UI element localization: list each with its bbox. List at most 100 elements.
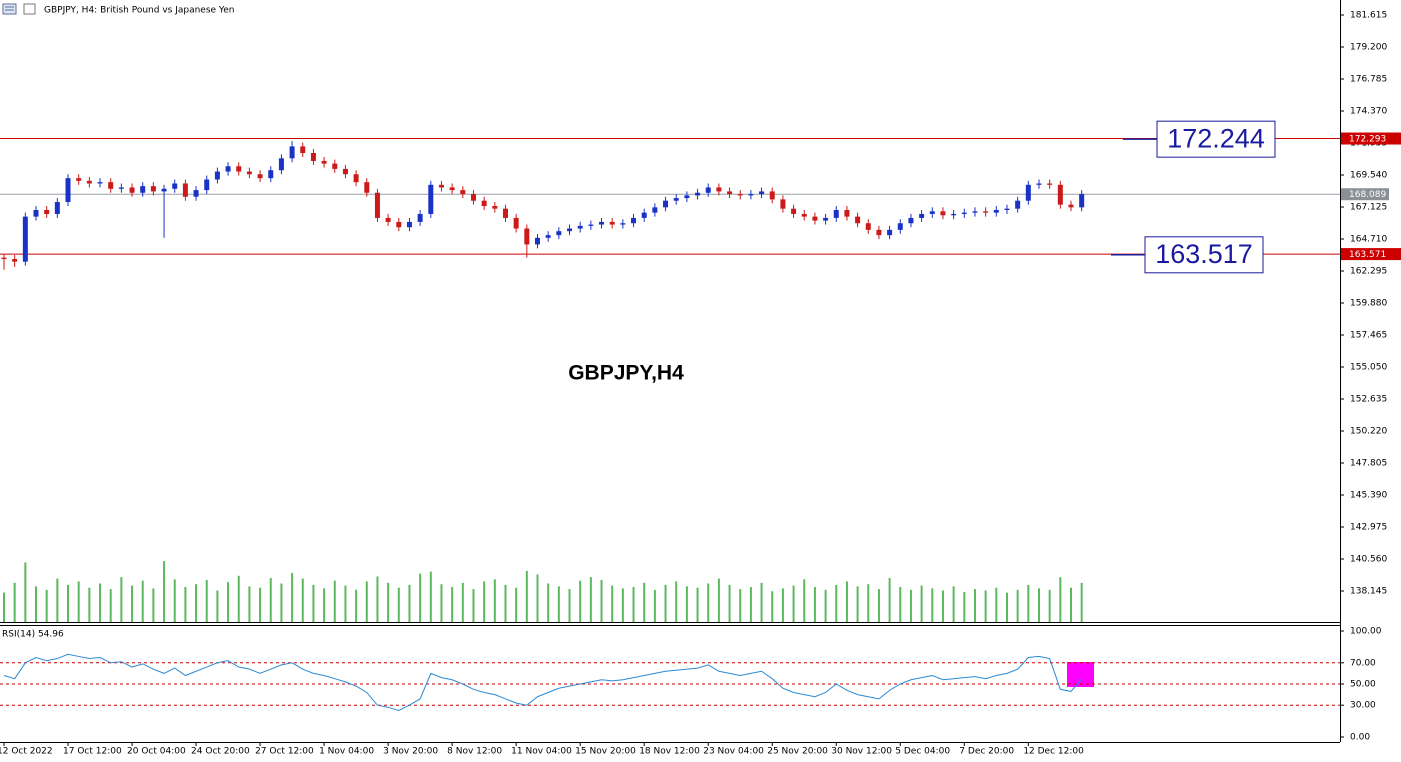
candle-body	[332, 163, 338, 169]
volume-bar	[1070, 587, 1072, 622]
candle-body	[705, 187, 711, 193]
candle-body	[300, 146, 306, 154]
candle-body	[673, 198, 679, 201]
volume-bar	[525, 570, 528, 622]
volume-bar	[483, 581, 486, 622]
candle-body	[1036, 183, 1042, 185]
x-tick-label: 1 Nov 04:00	[319, 747, 374, 757]
level-price-box	[1341, 248, 1401, 261]
volume-bar	[835, 584, 838, 622]
volume-bar	[312, 584, 315, 622]
candle-body	[289, 146, 295, 159]
candle-body	[33, 209, 39, 217]
candle-body	[118, 187, 124, 189]
volume-bar	[909, 589, 912, 622]
volume-bar	[984, 590, 987, 622]
x-tick-label: 15 Nov 20:00	[575, 747, 636, 757]
candle-body	[780, 199, 786, 209]
candle-body	[86, 180, 92, 184]
candle-body	[631, 217, 637, 224]
volume-bar	[35, 586, 38, 622]
candle-body	[577, 225, 583, 229]
candle-body	[609, 221, 615, 225]
candle-body	[374, 192, 380, 218]
y-tick-label: 179.200	[1350, 43, 1387, 53]
volume-bar	[717, 578, 720, 622]
candle-body	[97, 182, 103, 184]
candle-body	[161, 188, 167, 192]
volume-bar	[739, 589, 742, 622]
volume-bar	[45, 589, 48, 622]
candle-body	[823, 217, 829, 221]
volume-bar	[803, 579, 806, 622]
volume-bar	[429, 571, 432, 622]
candle-body	[588, 224, 594, 226]
volume-bar	[632, 587, 635, 622]
volume-bar	[685, 586, 688, 622]
candle-body	[1, 257, 7, 260]
symbol-header: GBPJPY, H4: British Pound vs Japanese Ye…	[44, 6, 234, 16]
volume-bar	[67, 584, 70, 622]
volume-bar	[248, 586, 251, 622]
last-price-box	[1341, 188, 1389, 201]
candle-body	[140, 186, 146, 193]
rsi-tick-label: 100.00	[1350, 626, 1382, 636]
volume-bar	[152, 588, 155, 622]
volume-bar	[3, 592, 5, 622]
volume-bar	[995, 587, 998, 622]
candle-body	[1004, 208, 1010, 210]
candle-body	[929, 211, 935, 214]
rsi-line	[3, 653, 1083, 712]
candle-body	[417, 213, 423, 222]
candle-body	[342, 168, 348, 175]
candle-body	[833, 209, 839, 218]
volume-bar	[792, 585, 795, 622]
volume-bar	[120, 577, 123, 622]
candle-body	[812, 216, 818, 221]
candle-body	[1047, 183, 1053, 185]
volume-bar	[259, 587, 262, 622]
volume-bar	[664, 584, 667, 622]
volume-bar	[205, 580, 208, 622]
volume-bar	[163, 561, 166, 622]
volume-bar	[888, 577, 891, 622]
candle-body	[908, 217, 914, 224]
candle-body	[716, 187, 722, 192]
volume-bar	[13, 582, 16, 622]
candle-body	[214, 171, 220, 180]
candle-body	[54, 202, 60, 214]
candle-body	[460, 190, 466, 195]
volume-bar	[195, 584, 198, 622]
volume-bar	[579, 580, 582, 622]
rsi-label: RSI(14) 54.96	[2, 630, 64, 640]
y-tick-label: 181.615	[1350, 10, 1387, 20]
level-price-label: 163.571	[1349, 250, 1386, 260]
x-tick-label: 30 Nov 12:00	[831, 747, 892, 757]
volume-bar	[1016, 589, 1019, 622]
candle-body	[225, 166, 231, 172]
volume-bar	[88, 587, 91, 622]
volume-bar	[451, 587, 454, 622]
volume-bar	[931, 588, 934, 622]
x-tick-label: 7 Dec 20:00	[959, 747, 1014, 757]
candle-body	[236, 166, 242, 172]
volume-bar	[269, 577, 272, 622]
y-tick-label: 164.710	[1350, 235, 1387, 245]
candle-body	[150, 186, 156, 192]
candle-body	[246, 171, 252, 175]
volume-bar	[920, 585, 923, 622]
volume-bar	[771, 591, 774, 622]
candle-body	[65, 178, 71, 203]
candle-body	[257, 174, 263, 179]
volume-bar	[952, 586, 955, 622]
candle-body	[396, 221, 402, 228]
volume-bar	[291, 573, 294, 622]
volume-bar	[781, 588, 784, 622]
volume-bar	[557, 586, 560, 622]
x-tick-label: 11 Nov 04:00	[511, 747, 572, 757]
volume-bar	[280, 583, 283, 622]
volume-bar	[472, 589, 475, 622]
volume-bar	[1080, 582, 1083, 622]
volume-bar	[1005, 592, 1008, 622]
candle-body	[44, 209, 50, 214]
